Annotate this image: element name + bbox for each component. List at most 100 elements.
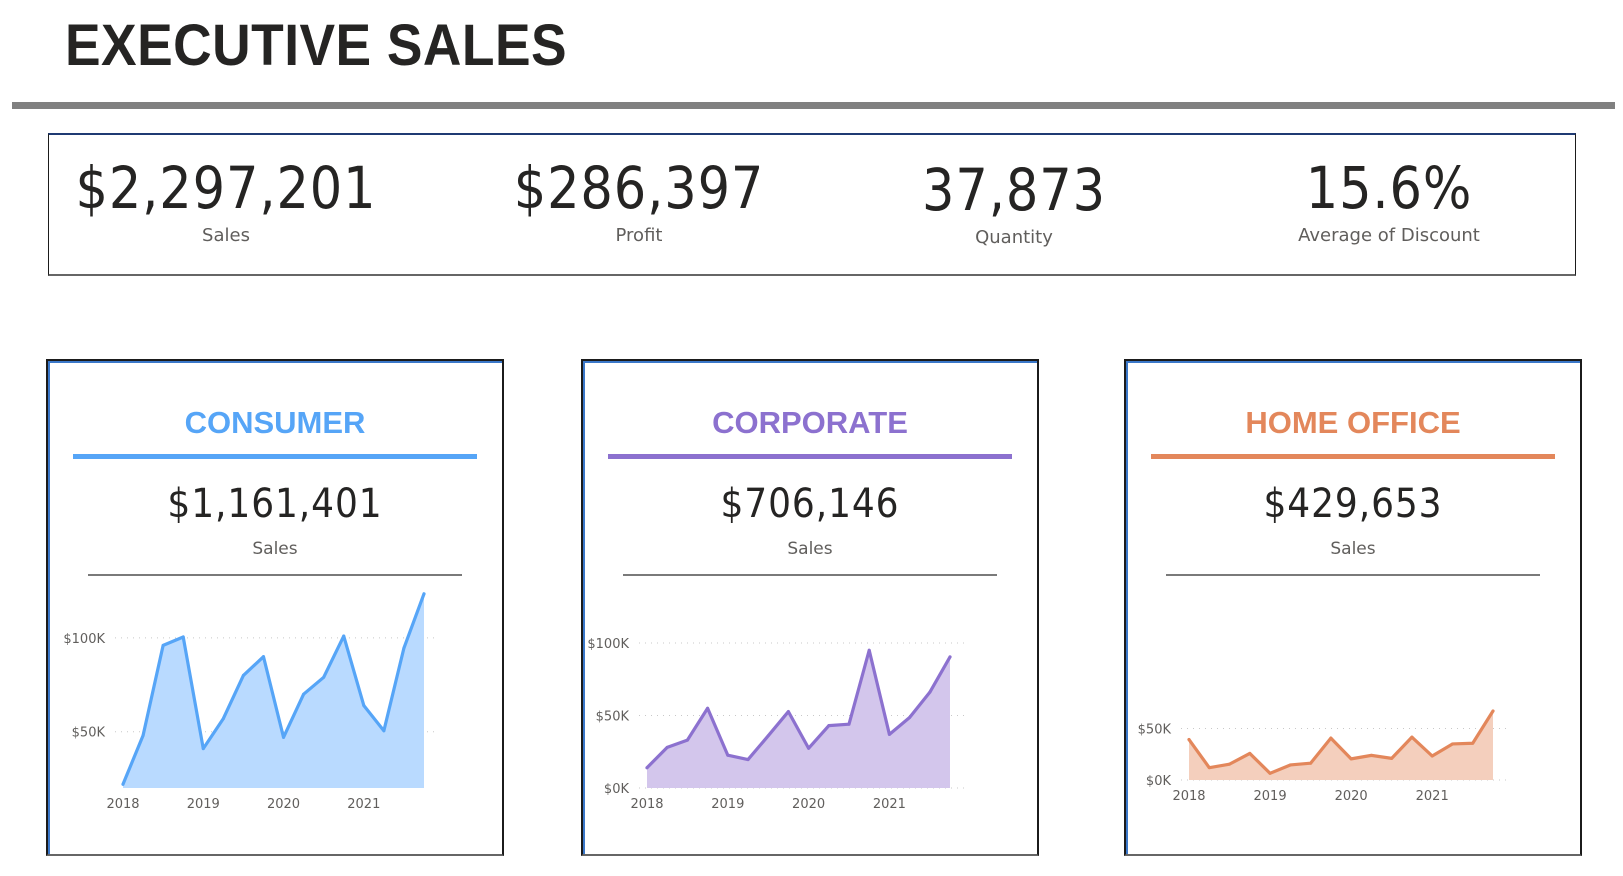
data-point (141, 733, 145, 737)
data-point (1228, 762, 1232, 766)
segment-accent-rule (1151, 454, 1555, 459)
data-point (342, 634, 346, 638)
data-point (908, 716, 912, 720)
segment-card-corporate: CORPORATE $706,146 Sales $0K $50K $100K 201… (581, 359, 1039, 856)
page-title: EXECUTIVE SALES (65, 13, 568, 78)
data-point (161, 643, 165, 647)
data-point (746, 758, 750, 762)
kpi-value: $286,397 (513, 154, 765, 222)
segment-sales-value: $1,161,401 (167, 481, 383, 527)
x-tick-label: 2020 (792, 797, 825, 812)
kpi-label: Sales (202, 225, 250, 246)
segment-title: CONSUMER (184, 405, 366, 440)
data-point (847, 722, 851, 726)
x-tick-label: 2020 (1335, 789, 1368, 804)
segment-card-home-office: HOME OFFICE $429,653 Sales $0K $50K 2018 20… (1124, 359, 1582, 856)
data-point (948, 655, 952, 659)
data-point (685, 738, 689, 742)
segment-card-consumer: CONSUMER $1,161,401 Sales $50K $100K 2018 2… (46, 359, 504, 856)
data-point (402, 646, 406, 650)
segment-sales-label: Sales (787, 539, 833, 559)
segment-title: HOME OFFICE (1245, 405, 1461, 440)
data-point (1369, 753, 1373, 757)
kpi-value: 37,873 (922, 156, 1106, 224)
sales-line (121, 592, 426, 786)
segment-divider (1166, 574, 1540, 576)
data-point (887, 732, 891, 736)
data-point (1349, 757, 1353, 761)
kpi-sales: $2,297,201 Sales (49, 155, 403, 246)
y-tick-label: $0K (1146, 774, 1172, 789)
data-point (766, 734, 770, 738)
data-point (867, 648, 871, 652)
x-tick-label: 2019 (711, 797, 744, 812)
data-point (422, 592, 426, 596)
y-tick-label: $0K (604, 782, 630, 797)
corporate-sales-area-chart: $0K $50K $100K 2018 2019 2020 2021 (587, 637, 964, 812)
data-point (362, 703, 366, 707)
kpi-profit: $286,397 Profit (489, 155, 789, 246)
data-point (282, 735, 286, 739)
data-point (121, 782, 125, 786)
x-tick-label: 2021 (873, 797, 906, 812)
data-point (786, 710, 790, 714)
data-point (1288, 763, 1292, 767)
data-point (807, 746, 811, 750)
data-point (1207, 766, 1211, 770)
x-tick-label: 2019 (1254, 789, 1287, 804)
x-tick-label: 2018 (630, 797, 663, 812)
x-tick-label: 2020 (267, 797, 300, 812)
data-point (181, 635, 185, 639)
data-point (1248, 751, 1252, 755)
data-point (302, 692, 306, 696)
kpi-label: Quantity (975, 227, 1053, 248)
consumer-sales-area-chart: $50K $100K 2018 2019 2020 2021 (63, 592, 438, 812)
data-point (645, 766, 649, 770)
segment-sales-value: $706,146 (720, 481, 900, 527)
kpi-value: $2,297,201 (75, 154, 377, 222)
data-point (322, 675, 326, 679)
segment-sales-label: Sales (1330, 539, 1376, 559)
data-point (382, 729, 386, 733)
data-point (665, 745, 669, 749)
area-fill (647, 650, 950, 788)
segment-sales-label: Sales (252, 539, 298, 559)
segment-divider (88, 574, 462, 576)
data-point (1491, 709, 1495, 713)
data-point (1410, 735, 1414, 739)
y-tick-label: $50K (1138, 723, 1172, 738)
x-tick-label: 2021 (347, 797, 380, 812)
segment-accent-rule (608, 454, 1012, 459)
data-point (201, 747, 205, 751)
x-tick-label: 2018 (1172, 789, 1205, 804)
x-tick-label: 2018 (106, 797, 139, 812)
data-point (1309, 761, 1313, 765)
home-office-sales-area-chart: $0K $50K 2018 2019 2020 2021 (1138, 709, 1507, 804)
data-point (928, 690, 932, 694)
y-tick-label: $100K (63, 632, 105, 647)
kpi-label: Profit (615, 225, 663, 246)
kpi-quantity: 37,873 Quantity (889, 157, 1139, 248)
data-point (221, 717, 225, 721)
sales-line (1187, 709, 1495, 775)
area-fill (123, 593, 424, 788)
x-tick-label: 2019 (187, 797, 220, 812)
segment-divider (623, 574, 997, 576)
y-tick-label: $50K (596, 710, 630, 725)
data-point (1187, 738, 1191, 742)
y-tick-label: $50K (72, 726, 106, 741)
kpi-value: 15.6% (1305, 154, 1473, 222)
segment-title: CORPORATE (712, 405, 908, 440)
data-point (827, 724, 831, 728)
data-point (241, 673, 245, 677)
title-divider (12, 102, 1615, 109)
data-point (1390, 756, 1394, 760)
sales-line (645, 648, 952, 770)
x-tick-label: 2021 (1416, 789, 1449, 804)
data-point (261, 655, 265, 659)
kpi-card-strip: $2,297,201 Sales $286,397 Profit 37,873 … (48, 133, 1576, 276)
segment-sales-value: $429,653 (1263, 481, 1443, 527)
kpi-label: Average of Discount (1298, 225, 1480, 246)
data-point (1329, 736, 1333, 740)
kpi-average-discount: 15.6% Average of Discount (1269, 155, 1509, 246)
